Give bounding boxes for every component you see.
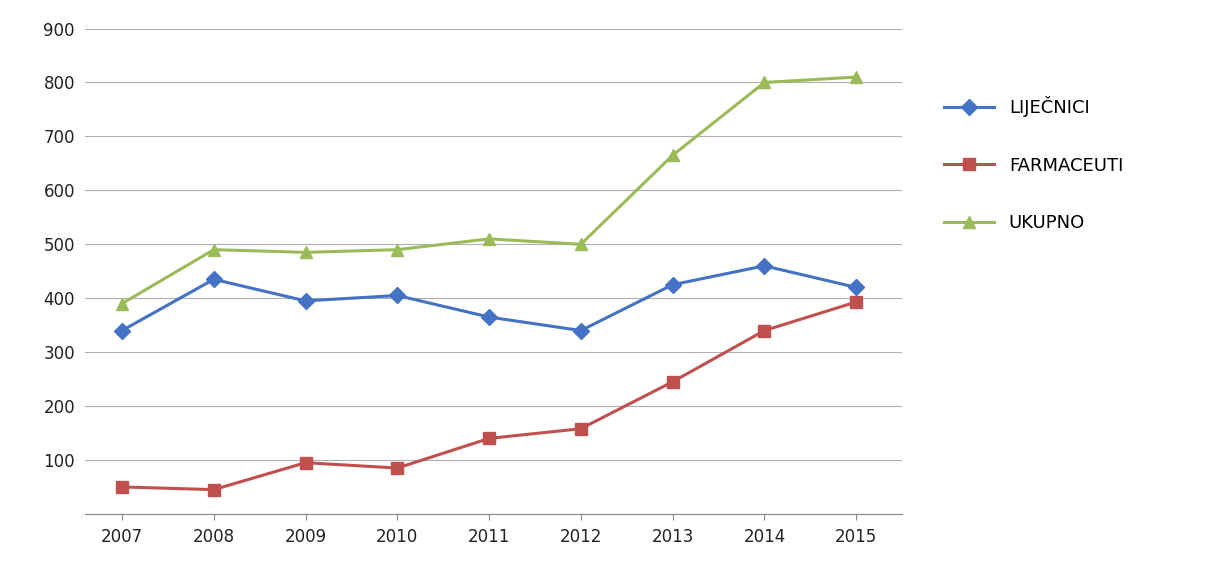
UKUPNO <box>757 79 772 86</box>
UKUPNO <box>848 74 863 81</box>
Line: LIJEČNICI: LIJEČNICI <box>117 260 862 336</box>
LIJEČNICI <box>482 313 496 320</box>
LIJEČNICI <box>848 284 863 291</box>
UKUPNO <box>390 246 405 253</box>
FARMACEUTI <box>115 484 129 490</box>
LIJEČNICI <box>757 263 772 270</box>
UKUPNO <box>574 241 589 248</box>
LIJEČNICI <box>299 297 313 304</box>
LIJEČNICI <box>206 276 221 283</box>
LIJEČNICI <box>574 327 589 334</box>
UKUPNO <box>115 300 129 307</box>
FARMACEUTI <box>574 425 589 432</box>
UKUPNO <box>482 235 496 242</box>
UKUPNO <box>666 152 680 159</box>
FARMACEUTI <box>299 459 313 466</box>
FARMACEUTI <box>848 299 863 305</box>
Legend: LIJEČNICI, FARMACEUTI, UKUPNO: LIJEČNICI, FARMACEUTI, UKUPNO <box>944 96 1123 232</box>
Line: FARMACEUTI: FARMACEUTI <box>117 296 862 495</box>
UKUPNO <box>299 249 313 256</box>
UKUPNO <box>206 246 221 253</box>
LIJEČNICI <box>666 282 680 288</box>
Line: UKUPNO: UKUPNO <box>116 71 862 310</box>
LIJEČNICI <box>115 327 129 334</box>
FARMACEUTI <box>390 465 405 472</box>
FARMACEUTI <box>666 379 680 385</box>
FARMACEUTI <box>757 327 772 334</box>
FARMACEUTI <box>206 486 221 493</box>
LIJEČNICI <box>390 292 405 299</box>
FARMACEUTI <box>482 435 496 442</box>
